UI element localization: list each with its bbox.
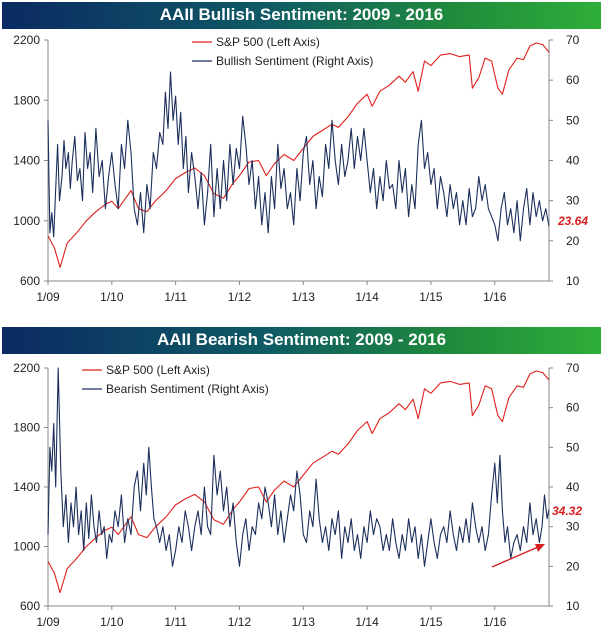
chart-title-bar: AAII Bearish Sentiment: 2009 - 2016 <box>2 327 601 354</box>
x-tick-label: 1/14 <box>355 615 379 629</box>
bullish-chart-svg: 600 1000 1400 1800 2200 10 20 30 40 50 60 70 1/09 1/1… <box>13 33 588 304</box>
left-tick-label: 1400 <box>13 154 40 168</box>
left-tick-label: 1000 <box>13 214 40 228</box>
trend-arrow-shaft <box>491 546 539 568</box>
latest-value-annotation: 34.32 <box>552 504 582 518</box>
right-tick-label: 50 <box>566 440 580 454</box>
sp500-series-line <box>47 370 550 594</box>
left-tick-label: 1800 <box>13 93 40 107</box>
right-tick-label: 40 <box>566 480 580 494</box>
left-tick-label: 2200 <box>13 361 40 375</box>
left-tick-label: 2200 <box>13 33 40 47</box>
right-tick-label: 70 <box>566 33 580 47</box>
legend-label: S&P 500 (Left Axis) <box>106 363 210 377</box>
left-tick-label: 1400 <box>13 480 40 494</box>
sentiment-series-line <box>47 367 550 567</box>
right-tick-label: 40 <box>566 154 580 168</box>
left-tick-label: 600 <box>20 274 40 288</box>
bearish-chart-svg: 600 1000 1400 1800 2200 10 20 30 40 50 60 70 1/09 1/1… <box>13 361 582 629</box>
right-tick-label: 30 <box>566 520 580 534</box>
right-tick-label: 50 <box>566 113 580 127</box>
chart-title: AAII Bearish Sentiment: 2009 - 2016 <box>156 330 447 349</box>
right-tick-label: 30 <box>566 194 580 208</box>
x-tick-label: 1/10 <box>100 615 124 629</box>
x-tick-label: 1/11 <box>164 615 187 629</box>
chart-title: AAII Bullish Sentiment: 2009 - 2016 <box>159 5 444 24</box>
x-tick-label: 1/09 <box>36 290 60 304</box>
x-tick-label: 1/12 <box>228 615 252 629</box>
right-tick-label: 20 <box>566 234 580 248</box>
x-tick-label: 1/11 <box>164 290 187 304</box>
right-tick-label: 10 <box>566 274 580 288</box>
legend-label: Bullish Sentiment (Right Axis) <box>216 54 373 68</box>
x-tick-label: 1/12 <box>228 290 252 304</box>
bullish-chart-panel: AAII Bullish Sentiment: 2009 - 2016 600 1… <box>0 0 603 319</box>
right-tick-label: 60 <box>566 401 580 415</box>
latest-value-annotation: 23.64 <box>557 214 588 228</box>
bearish-chart-panel: AAII Bearish Sentiment: 2009 - 2016 600 1… <box>0 321 603 638</box>
x-tick-label: 1/16 <box>483 615 507 629</box>
left-tick-label: 600 <box>20 599 40 613</box>
x-tick-label: 1/13 <box>292 290 316 304</box>
left-tick-label: 1800 <box>13 421 40 435</box>
right-tick-label: 60 <box>566 73 580 87</box>
x-tick-label: 1/09 <box>36 615 60 629</box>
right-tick-label: 20 <box>566 559 580 573</box>
x-tick-label: 1/13 <box>292 615 316 629</box>
x-tick-label: 1/15 <box>419 290 443 304</box>
x-tick-label: 1/14 <box>355 290 379 304</box>
sentiment-series-line <box>47 71 550 242</box>
right-tick-label: 70 <box>566 361 580 375</box>
chart-title-bar: AAII Bullish Sentiment: 2009 - 2016 <box>2 2 601 29</box>
trend-arrow-head <box>535 544 545 552</box>
x-tick-label: 1/10 <box>100 290 124 304</box>
legend-label: S&P 500 (Left Axis) <box>216 35 320 49</box>
legend-label: Bearish Sentiment (Right Axis) <box>106 382 269 396</box>
x-tick-label: 1/15 <box>419 615 443 629</box>
x-tick-label: 1/16 <box>483 290 507 304</box>
left-tick-label: 1000 <box>13 540 40 554</box>
right-tick-label: 10 <box>566 599 580 613</box>
